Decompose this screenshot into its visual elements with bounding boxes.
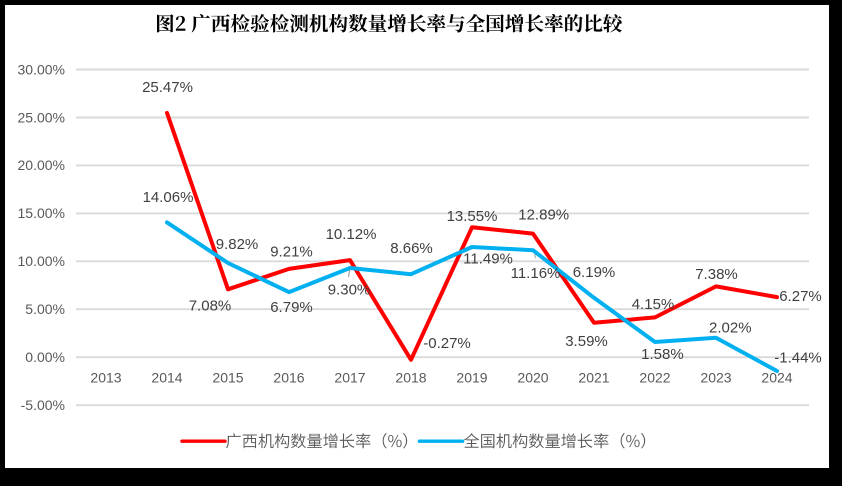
svg-text:6.27%: 6.27%	[779, 288, 822, 305]
svg-text:2016: 2016	[273, 370, 304, 386]
svg-text:25.00%: 25.00%	[18, 109, 65, 125]
svg-text:2021: 2021	[578, 370, 609, 386]
svg-text:20.00%: 20.00%	[18, 157, 65, 173]
svg-text:15.00%: 15.00%	[18, 205, 65, 221]
svg-text:9.21%: 9.21%	[270, 244, 313, 261]
svg-text:9.82%: 9.82%	[216, 236, 259, 253]
svg-text:6.79%: 6.79%	[270, 299, 313, 316]
svg-text:2017: 2017	[334, 370, 365, 386]
svg-text:0.00%: 0.00%	[25, 349, 65, 365]
svg-text:-1.44%: -1.44%	[774, 350, 822, 367]
svg-text:5.00%: 5.00%	[25, 301, 65, 317]
svg-text:14.06%: 14.06%	[143, 189, 194, 206]
svg-text:13.55%: 13.55%	[447, 208, 498, 225]
svg-text:11.16%: 11.16%	[511, 265, 561, 282]
svg-text:2019: 2019	[456, 370, 487, 386]
svg-text:4.15%: 4.15%	[632, 296, 675, 313]
svg-text:7.38%: 7.38%	[695, 266, 738, 283]
svg-text:-5.00%: -5.00%	[21, 397, 65, 413]
svg-text:10.12%: 10.12%	[326, 226, 377, 243]
svg-text:2014: 2014	[151, 370, 182, 386]
svg-text:12.89%: 12.89%	[518, 207, 569, 224]
svg-text:9.30%: 9.30%	[328, 282, 371, 299]
svg-text:6.19%: 6.19%	[573, 264, 616, 281]
svg-text:2013: 2013	[90, 370, 121, 386]
svg-text:10.00%: 10.00%	[18, 253, 65, 269]
svg-text:2.02%: 2.02%	[709, 320, 752, 337]
svg-text:2024: 2024	[761, 370, 792, 386]
svg-text:1.58%: 1.58%	[641, 346, 684, 363]
svg-text:2023: 2023	[700, 370, 731, 386]
svg-text:2020: 2020	[517, 370, 548, 386]
svg-text:25.47%: 25.47%	[142, 79, 193, 96]
svg-text:11.49%: 11.49%	[463, 251, 513, 268]
svg-text:30.00%: 30.00%	[18, 61, 65, 77]
svg-text:3.59%: 3.59%	[565, 333, 608, 350]
svg-text:-0.27%: -0.27%	[423, 335, 471, 352]
svg-text:8.66%: 8.66%	[390, 240, 433, 257]
svg-text:2015: 2015	[212, 370, 243, 386]
svg-text:7.08%: 7.08%	[189, 298, 232, 315]
svg-text:2018: 2018	[395, 370, 426, 386]
svg-text:2022: 2022	[639, 370, 670, 386]
